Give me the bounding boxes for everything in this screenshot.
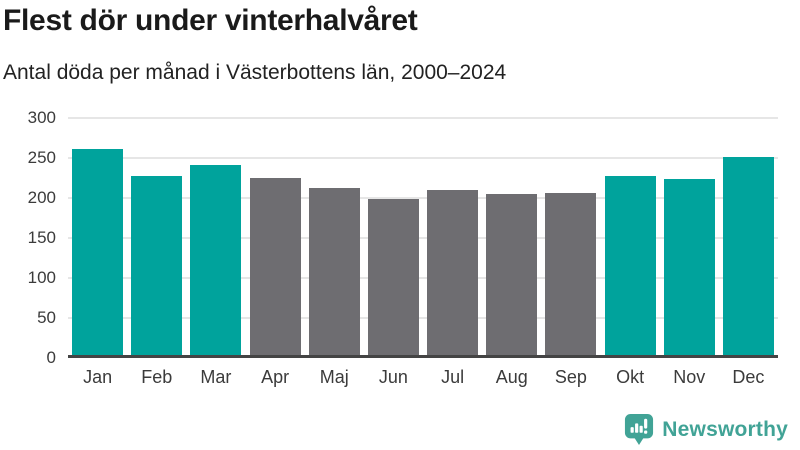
bar-mar — [190, 165, 242, 355]
bar-maj — [308, 187, 360, 355]
chart-title: Flest dör under vinterhalvåret — [3, 4, 418, 37]
plot-area — [68, 117, 778, 358]
x-tick-label-jun: Jun — [378, 367, 408, 387]
x-tick-label-maj: Maj — [319, 367, 349, 387]
x-tick-label-dec: Dec — [732, 367, 765, 387]
x-tick-label-aug: Aug — [495, 367, 528, 387]
gridline-50 — [68, 317, 778, 319]
gridline-300 — [68, 117, 778, 119]
bar-nov — [663, 179, 715, 355]
brand-name: Newsworthy — [662, 417, 788, 441]
y-tick-label-0: 0 — [46, 348, 56, 367]
bar-sep — [545, 193, 597, 355]
bar-jan — [72, 149, 124, 355]
x-tick-label-nov: Nov — [673, 367, 706, 387]
x-tick-label-mar: Mar — [200, 367, 232, 387]
x-tick-label-jul: Jul — [441, 367, 465, 387]
bar-jun — [367, 199, 419, 355]
gridline-100 — [68, 277, 778, 279]
chart-subtitle: Antal döda per månad i Västerbottens län… — [3, 61, 507, 84]
gridline-150 — [68, 237, 778, 239]
x-tick-label-jan: Jan — [83, 367, 113, 387]
bar-aug — [486, 194, 538, 355]
y-tick-label-200: 200 — [27, 188, 56, 207]
y-tick-label-150: 150 — [27, 228, 56, 247]
x-tick-label-apr: Apr — [261, 367, 290, 387]
x-tick-label-feb: Feb — [141, 367, 173, 387]
y-tick-label-100: 100 — [27, 268, 56, 287]
bar-apr — [249, 178, 301, 355]
newsworthy-speech-bubble-chart-icon — [624, 413, 654, 446]
gridline-250 — [68, 157, 778, 159]
bar-okt — [604, 175, 656, 355]
y-tick-label-50: 50 — [37, 308, 56, 327]
x-tick-label-sep: Sep — [554, 367, 587, 387]
gridline-200 — [68, 197, 778, 199]
brand-logo: Newsworthy — [624, 413, 788, 446]
y-tick-label-250: 250 — [27, 148, 56, 167]
y-tick-label-300: 300 — [27, 108, 56, 127]
bar-feb — [131, 175, 183, 355]
bar-dec — [722, 157, 774, 355]
x-tick-label-okt: Okt — [616, 367, 645, 387]
bar-jul — [427, 190, 479, 355]
